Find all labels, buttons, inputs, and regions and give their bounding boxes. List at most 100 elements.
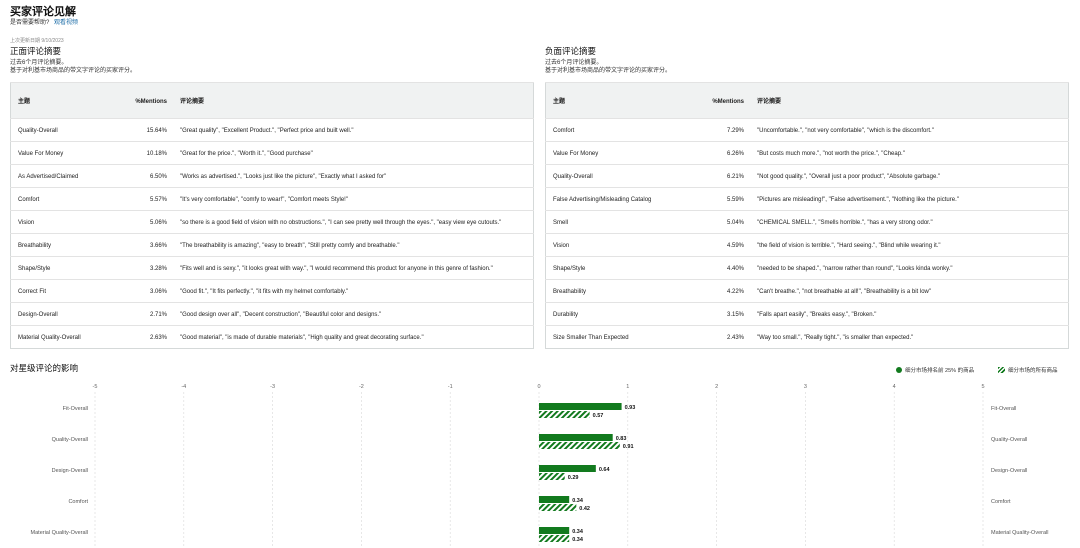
positive-section-title: 正面评论摘要 (10, 46, 62, 56)
row-mentions: 15.64% (121, 118, 173, 142)
table-header-row: 主题 %Mentions 评论摘要 (545, 82, 1069, 119)
row-summary: "Fits well and is sexy.", "it looks grea… (173, 256, 534, 280)
table-row: Design-Overall 2.71% "Good design over all… (10, 302, 534, 326)
row-topic: Quality-Overall (545, 164, 698, 188)
legend-top-25-label: 细分市场排名前 25% 的商品 (905, 368, 975, 374)
row-topic: False Advertising/Misleading Catalog (545, 187, 698, 211)
column-header-topic: 主题 (10, 82, 121, 119)
legend-all-products: 细分市场的所有商品 (998, 366, 1058, 374)
last-updated: 上次更新日期 9/10/2023 (10, 38, 64, 44)
table-row: Comfort 5.57% "It's very comfortable", "co… (10, 187, 534, 211)
row-mentions: 10.18% (121, 141, 173, 165)
table-row: Quality-Overall 6.21% "Not good quality.",… (545, 164, 1069, 188)
row-topic: Vision (545, 233, 698, 257)
row-summary: "Can't breathe.", "not breathable at all… (750, 279, 1069, 303)
bar-top-25 (539, 527, 570, 534)
table-row: Material Quality-Overall 2.63% "Good mater… (10, 325, 534, 349)
row-summary: "The breathability is amazing", "easy to… (173, 233, 534, 257)
table-row: Breathability 3.66% "The breathability is … (10, 233, 534, 257)
bar-value-label: 0.93 (625, 405, 636, 411)
legend-solid-swatch (896, 367, 902, 373)
row-summary: "Good design over all", "Decent construc… (173, 302, 534, 326)
row-mentions: 5.06% (121, 210, 173, 234)
row-summary: "Good fit.", "It fits perfectly.", "it f… (173, 279, 534, 303)
row-summary: "Works as advertised.", "Looks just like… (173, 164, 534, 188)
table-row: False Advertising/Misleading Catalog 5.59… (545, 187, 1069, 211)
x-tick-label: -1 (448, 384, 453, 390)
row-mentions: 2.43% (698, 325, 750, 349)
category-label-left: Material Quality-Overall (31, 530, 88, 536)
x-tick-label: -5 (93, 384, 98, 390)
bar-top-25 (539, 465, 596, 472)
table-row: Shape/Style 3.28% "Fits well and is sexy."… (10, 256, 534, 280)
bar-value-label: 0.29 (568, 475, 579, 481)
x-tick-label: -4 (181, 384, 186, 390)
row-topic: As Advertised/Claimed (10, 164, 121, 188)
row-topic: Smell (545, 210, 698, 234)
row-topic: Quality-Overall (10, 118, 121, 142)
row-topic: Value For Money (10, 141, 121, 165)
bar-value-label: 0.57 (593, 413, 604, 419)
table-row: Quality-Overall 15.64% "Great quality", "E… (10, 118, 534, 142)
table-row: Correct Fit 3.06% "Good fit.", "It fits pe… (10, 279, 534, 303)
row-topic: Size Smaller Than Expected (545, 325, 698, 349)
bar-all-products (539, 442, 620, 449)
row-mentions: 5.59% (698, 187, 750, 211)
bar-value-label: 0.64 (599, 467, 611, 473)
table-row: Vision 4.59% "the field of vision is terri… (545, 233, 1069, 257)
watch-video-link[interactable]: 观看视频 (54, 20, 79, 26)
row-topic: Shape/Style (545, 256, 698, 280)
legend-striped-swatch (998, 367, 1005, 373)
category-label-left: Design-Overall (52, 468, 88, 474)
bar-all-products (539, 473, 565, 480)
category-label-left: Quality-Overall (52, 437, 88, 443)
x-tick-label: 4 (893, 384, 896, 390)
negative-section-desc: 过去6个月评论摘要。 基于对利基市场商品的带文字评论的买家评分。 (545, 60, 671, 75)
bar-all-products (539, 535, 570, 542)
column-header-topic: 主题 (545, 82, 698, 119)
row-summary: "Great for the price.", "Worth it.", "Go… (173, 141, 534, 165)
table-row: Breathability 4.22% "Can't breathe.", "not… (545, 279, 1069, 303)
bar-top-25 (539, 403, 622, 410)
negative-desc-line1: 过去6个月评论摘要。 (545, 60, 603, 66)
bar-value-label: 0.42 (579, 506, 590, 512)
row-topic: Shape/Style (10, 256, 121, 280)
row-mentions: 6.26% (698, 141, 750, 165)
table-row: Value For Money 10.18% "Great for the pric… (10, 141, 534, 165)
table-row: As Advertised/Claimed 6.50% "Works as adve… (10, 164, 534, 188)
table-row: Durability 3.15% "Falls apart easily", "Br… (545, 302, 1069, 326)
bar-top-25 (539, 496, 570, 503)
row-topic: Durability (545, 302, 698, 326)
row-summary: "Uncomfortable.", "not very comfortable"… (750, 118, 1069, 142)
x-tick-label: 0 (537, 384, 540, 390)
impact-chart-title: 对星级评论的影响 (10, 363, 79, 373)
row-topic: Material Quality-Overall (10, 325, 121, 349)
row-topic: Breathability (10, 233, 121, 257)
row-mentions: 7.29% (698, 118, 750, 142)
positive-desc-line2: 基于对利基市场商品的带文字评论的买家评分。 (10, 67, 137, 74)
row-mentions: 2.63% (121, 325, 173, 349)
x-tick-label: 1 (626, 384, 629, 390)
row-mentions: 6.50% (121, 164, 173, 188)
category-label-left: Comfort (68, 499, 88, 505)
column-header-summary: 评论摘要 (750, 82, 1069, 119)
row-summary: "needed to be shaped.", "narrow rather t… (750, 256, 1069, 280)
category-label-right: Quality-Overall (991, 437, 1027, 443)
legend-top-25: 细分市场排名前 25% 的商品 (896, 366, 974, 374)
negative-reviews-table: 主题 %Mentions 评论摘要 Comfort 7.29% "Uncomfort… (545, 82, 1069, 349)
x-tick-label: 5 (981, 384, 984, 390)
page-title: 买家评论见解 (10, 6, 76, 18)
row-mentions: 3.15% (698, 302, 750, 326)
row-summary: "It's very comfortable", "comfy to wear!… (173, 187, 534, 211)
category-label-right: Comfort (991, 499, 1011, 505)
row-mentions: 3.28% (121, 256, 173, 280)
x-tick-label: -3 (270, 384, 275, 390)
category-label-right: Fit-Overall (991, 406, 1016, 412)
table-row: Shape/Style 4.40% "needed to be shaped.", … (545, 256, 1069, 280)
positive-section-desc: 过去6个月评论摘要。 基于对利基市场商品的带文字评论的买家评分。 (10, 60, 136, 75)
row-topic: Design-Overall (10, 302, 121, 326)
column-header-summary: 评论摘要 (173, 82, 534, 119)
row-mentions: 2.71% (121, 302, 173, 326)
bar-all-products (539, 504, 577, 511)
help-row: 是否需要帮助? 观看视频 (10, 17, 78, 26)
